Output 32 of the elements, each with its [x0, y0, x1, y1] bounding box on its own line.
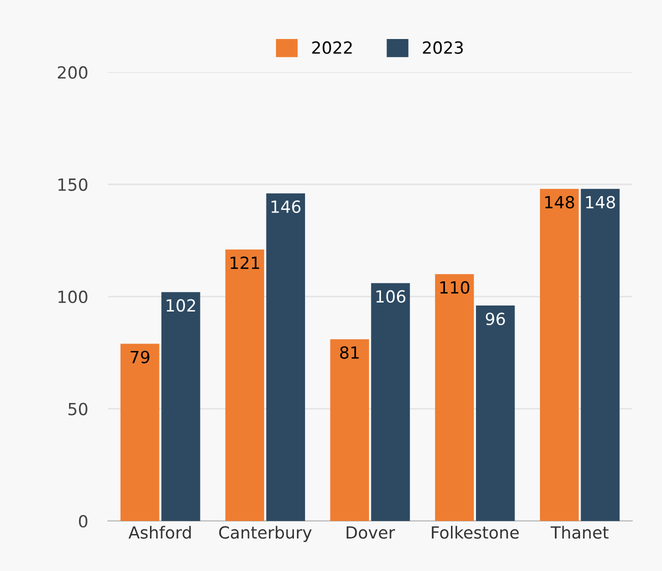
bar	[371, 283, 410, 521]
legend-label: 2023	[422, 41, 463, 54]
x-tick-label: Dover	[346, 526, 396, 539]
y-tick-label: 0	[78, 514, 88, 528]
data-label: 146	[272, 200, 300, 213]
bar	[476, 306, 515, 521]
y-tick-label: 150	[58, 178, 88, 191]
data-label: 148	[586, 196, 615, 208]
bar	[540, 188, 579, 521]
x-tick-label: Thanet	[550, 526, 609, 539]
bar	[161, 292, 200, 521]
bar	[120, 344, 160, 521]
data-label: 102	[166, 299, 196, 312]
data-label: 121	[230, 256, 260, 269]
x-tick-label: Ashford	[128, 526, 191, 539]
data-label: 148	[545, 196, 574, 208]
x-tick-label: Canterbury	[219, 526, 312, 542]
bar	[266, 193, 306, 521]
y-tick-label: 50	[68, 402, 88, 416]
legend-label: 2022	[312, 41, 352, 54]
data-label: 106	[376, 290, 406, 303]
bar	[330, 339, 370, 521]
data-label: 81	[340, 346, 359, 359]
bar	[225, 249, 264, 521]
y-tick-label: 100	[58, 290, 88, 304]
data-label: 110	[440, 281, 470, 294]
y-tick-label: 200	[58, 66, 88, 79]
bar	[580, 188, 620, 521]
data-label: 79	[130, 350, 150, 364]
bar	[435, 274, 474, 521]
x-tick-label: Folkestone	[432, 526, 519, 539]
data-label: 96	[486, 312, 505, 326]
